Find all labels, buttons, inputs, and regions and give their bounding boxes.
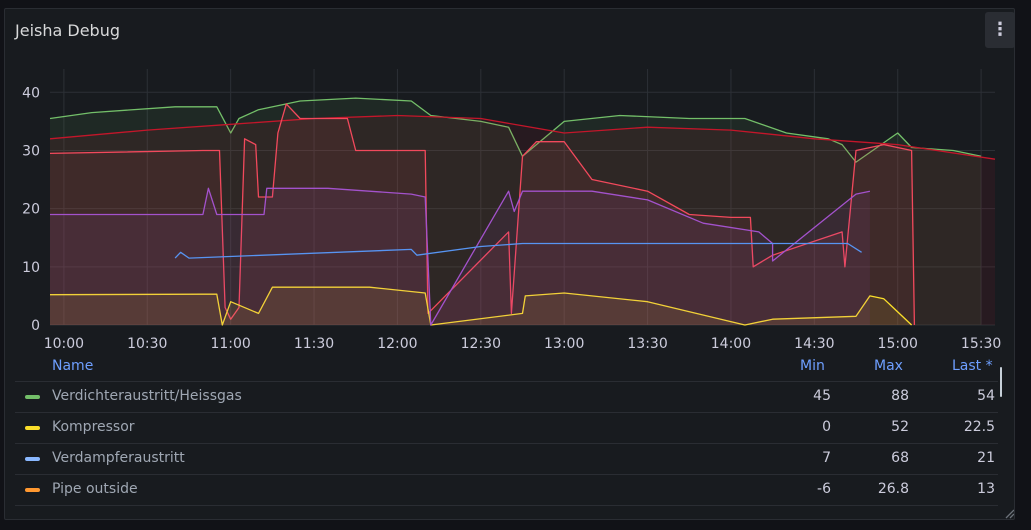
series-area bbox=[50, 115, 995, 325]
x-tick-label: 12:30 bbox=[461, 336, 501, 352]
series-color-swatch bbox=[25, 426, 40, 430]
legend-header: Name Min Max Last * bbox=[5, 356, 1014, 378]
series-max: 68 bbox=[891, 450, 909, 466]
series-min: 0 bbox=[822, 419, 831, 435]
series-name[interactable]: Verdampferaustritt bbox=[52, 450, 185, 466]
series-min: -6 bbox=[817, 481, 831, 497]
time-series-chart[interactable]: 0 10 20 30 40 10:00 10:30 11:00 11:30 12:00 12:30 1… bbox=[5, 9, 1015, 354]
panel: Jeisha Debug ⋮ 0 10 20 30 40 10:00 10:30 11:00 1… bbox=[4, 8, 1015, 520]
x-tick-label: 14:30 bbox=[794, 336, 834, 352]
x-tick-label: 15:00 bbox=[878, 336, 918, 352]
x-tick-label: 11:00 bbox=[210, 336, 250, 352]
legend-row-partial[interactable] bbox=[15, 505, 998, 519]
series-line bbox=[49, 114, 996, 160]
panel-menu-button[interactable]: ⋮ bbox=[985, 12, 1014, 48]
legend-table: Verdichteraustritt/Heissgas 45 88 54 Kom… bbox=[15, 381, 998, 519]
panel-title[interactable]: Jeisha Debug bbox=[15, 21, 120, 40]
legend-row[interactable]: Pipe outside -6 26.8 13 bbox=[15, 474, 998, 505]
legend-header-last[interactable]: Last * bbox=[952, 358, 993, 374]
series-last: 54 bbox=[977, 388, 995, 404]
series-min: 7 bbox=[822, 450, 831, 466]
series-color-swatch bbox=[25, 457, 40, 461]
series-area bbox=[50, 98, 982, 325]
series-last: 21 bbox=[977, 450, 995, 466]
series-area bbox=[50, 103, 915, 326]
x-tick-label: 10:00 bbox=[44, 336, 84, 352]
x-tick-label: 15:30 bbox=[961, 336, 1001, 352]
series-max: 88 bbox=[891, 388, 909, 404]
series-name[interactable]: Kompressor bbox=[52, 419, 135, 435]
legend-scrollbar[interactable] bbox=[1000, 367, 1002, 397]
y-tick-label: 30 bbox=[22, 143, 40, 159]
x-tick-label: 12:00 bbox=[377, 336, 417, 352]
y-tick-label: 40 bbox=[22, 85, 40, 101]
series-min: 45 bbox=[813, 388, 831, 404]
series-name[interactable]: Verdichteraustritt/Heissgas bbox=[52, 388, 242, 404]
legend-header-name[interactable]: Name bbox=[52, 358, 94, 374]
resize-handle-icon[interactable] bbox=[1003, 507, 1015, 519]
legend-header-max[interactable]: Max bbox=[874, 358, 903, 374]
x-tick-label: 13:00 bbox=[544, 336, 584, 352]
x-tick-label: 10:30 bbox=[127, 336, 167, 352]
series-max: 26.8 bbox=[877, 481, 909, 497]
x-tick-label: 13:30 bbox=[627, 336, 667, 352]
series-color-swatch bbox=[25, 488, 40, 492]
y-tick-label: 10 bbox=[22, 260, 40, 276]
series-line bbox=[50, 187, 871, 326]
series-area bbox=[50, 287, 912, 325]
series-line bbox=[49, 97, 982, 163]
series-line bbox=[174, 242, 862, 259]
series-color-swatch bbox=[25, 395, 40, 399]
series-area bbox=[50, 188, 870, 325]
y-tick-label: 0 bbox=[31, 318, 40, 334]
series-last: 22.5 bbox=[963, 419, 995, 435]
legend-row[interactable]: Verdichteraustritt/Heissgas 45 88 54 bbox=[15, 381, 998, 412]
series-last: 13 bbox=[977, 481, 995, 497]
more-vertical-icon: ⋮ bbox=[991, 19, 1009, 40]
y-tick-label: 20 bbox=[22, 202, 40, 218]
legend-row[interactable]: Verdampferaustritt 7 68 21 bbox=[15, 443, 998, 474]
legend-row[interactable]: Kompressor 0 52 22.5 bbox=[15, 412, 998, 443]
x-tick-label: 14:00 bbox=[711, 336, 751, 352]
series-name[interactable]: Pipe outside bbox=[52, 481, 138, 497]
x-tick-label: 11:30 bbox=[294, 336, 334, 352]
series-max: 52 bbox=[891, 419, 909, 435]
legend-header-min[interactable]: Min bbox=[800, 358, 825, 374]
